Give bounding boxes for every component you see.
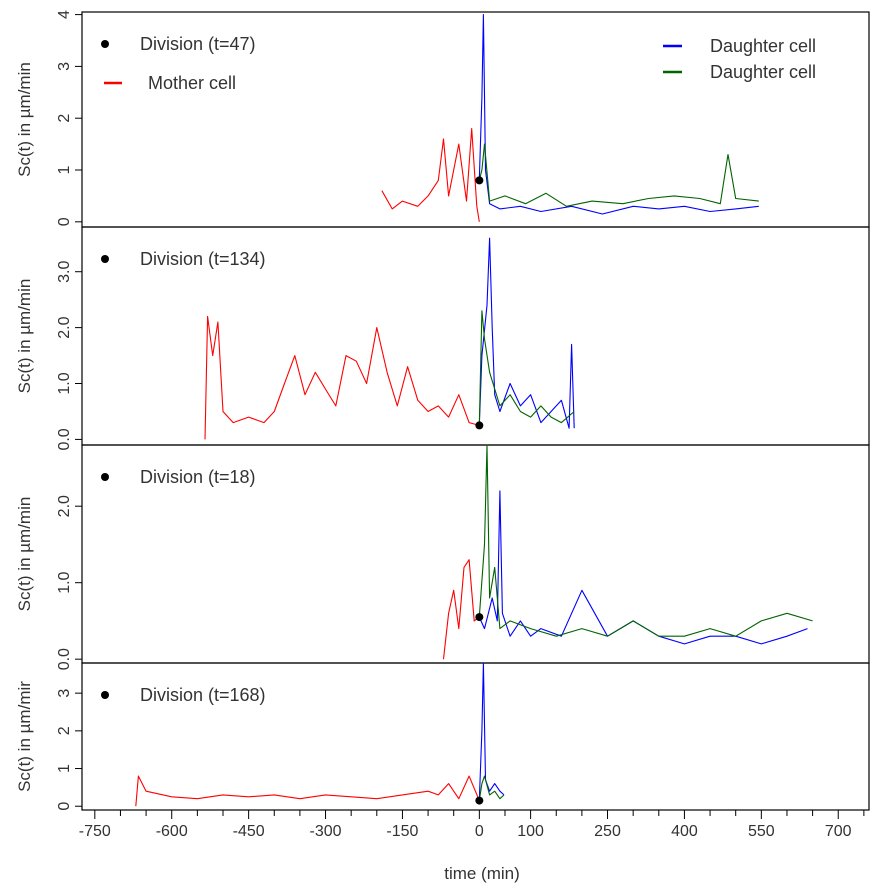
daughter-cell-green-line <box>478 310 575 426</box>
y-tick-label: 3 <box>56 689 73 698</box>
daughter-cell-blue-line <box>478 237 575 429</box>
legend-entry-label: Daughter cell <box>710 36 816 56</box>
division-legend-label: Division (t=47) <box>140 34 256 54</box>
mother-cell-line <box>204 315 480 440</box>
division-legend-marker <box>101 40 109 48</box>
daughter-cell-blue-line <box>478 490 808 645</box>
y-tick-label: 0.0 <box>56 648 73 670</box>
panel-frame <box>81 662 870 811</box>
legend-entry-label: Mother cell <box>148 73 236 93</box>
mother-cell-line <box>135 775 480 807</box>
x-tick-label: 700 <box>825 823 852 840</box>
mother-cell-line <box>381 128 480 222</box>
daughter-cell-green-line <box>478 444 813 637</box>
daughter-cell-blue-line <box>478 14 759 215</box>
y-tick-label: 2.0 <box>56 316 73 338</box>
x-tick-label: -750 <box>79 823 111 840</box>
division-point <box>475 796 484 805</box>
y-tick-label: 3.0 <box>56 260 73 282</box>
mother-cell-line <box>442 559 480 660</box>
y-tick-label: 3 <box>56 62 73 71</box>
panels: 0 1 2 3 4 Sc(t) in µm/min Division (t=47) Daugh… <box>15 10 870 811</box>
x-tick-label: -150 <box>386 823 418 840</box>
daughter-cell-green-line <box>478 775 505 801</box>
y-tick-label: 1.0 <box>56 372 73 394</box>
y-tick-label: 2 <box>56 114 73 123</box>
division-point <box>475 421 484 430</box>
division-legend-marker <box>101 691 109 699</box>
y-tick-label: 4 <box>56 10 73 19</box>
legend-entry-label: Daughter cell <box>710 62 816 82</box>
x-tick-label: 250 <box>594 823 621 840</box>
division-legend-marker <box>101 255 109 263</box>
y-tick-label: 1 <box>56 764 73 773</box>
y-tick-label: 1 <box>56 165 73 174</box>
panel-4: 0 1 2 3 Sc(t) in µm/mir Division (t=168) <box>15 662 870 811</box>
x-tick-label: 550 <box>748 823 775 840</box>
x-tick-label: 400 <box>671 823 698 840</box>
x-tick-label: -600 <box>156 823 188 840</box>
division-legend-label: Division (t=18) <box>140 467 256 487</box>
y-axis-title: Sc(t) in µm/min <box>15 497 34 612</box>
panel-1: 0 1 2 3 4 Sc(t) in µm/min Division (t=47) Daugh… <box>15 10 870 228</box>
x-tick-label: 100 <box>517 823 544 840</box>
y-tick-label: 1.0 <box>56 571 73 593</box>
y-axis-title: Sc(t) in µm/min <box>15 279 34 394</box>
panel-2: 0.0 1.0 2.0 3.0 Sc(t) in µm/min Division (t=1… <box>15 226 870 451</box>
panel-3: 0.0 1.0 2.0 Sc(t) in µm/min Division (t=18) <box>15 444 870 670</box>
division-legend-label: Division (t=134) <box>140 249 266 269</box>
y-tick-label: 0 <box>56 217 73 226</box>
y-tick-label: 2.0 <box>56 495 73 517</box>
y-tick-label: 0 <box>56 802 73 811</box>
x-tick-label: 0 <box>475 823 484 840</box>
daughter-cell-green-line <box>478 143 759 207</box>
x-axis: -750 -600 -450 -300 -150 0 100 250 400 550 700 <box>79 810 865 840</box>
x-tick-label: -450 <box>233 823 265 840</box>
y-tick-label: 2 <box>56 726 73 735</box>
division-legend-marker <box>101 473 109 481</box>
y-axis-title: Sc(t) in µm/mir <box>15 681 34 792</box>
x-axis-title: time (min) <box>444 864 520 883</box>
y-tick-label: 0.0 <box>56 428 73 450</box>
y-axis-title: Sc(t) in µm/min <box>15 62 34 177</box>
division-point <box>475 176 484 185</box>
x-tick-label: -300 <box>310 823 342 840</box>
division-legend-label: Division (t=168) <box>140 685 266 705</box>
division-point <box>475 613 484 622</box>
